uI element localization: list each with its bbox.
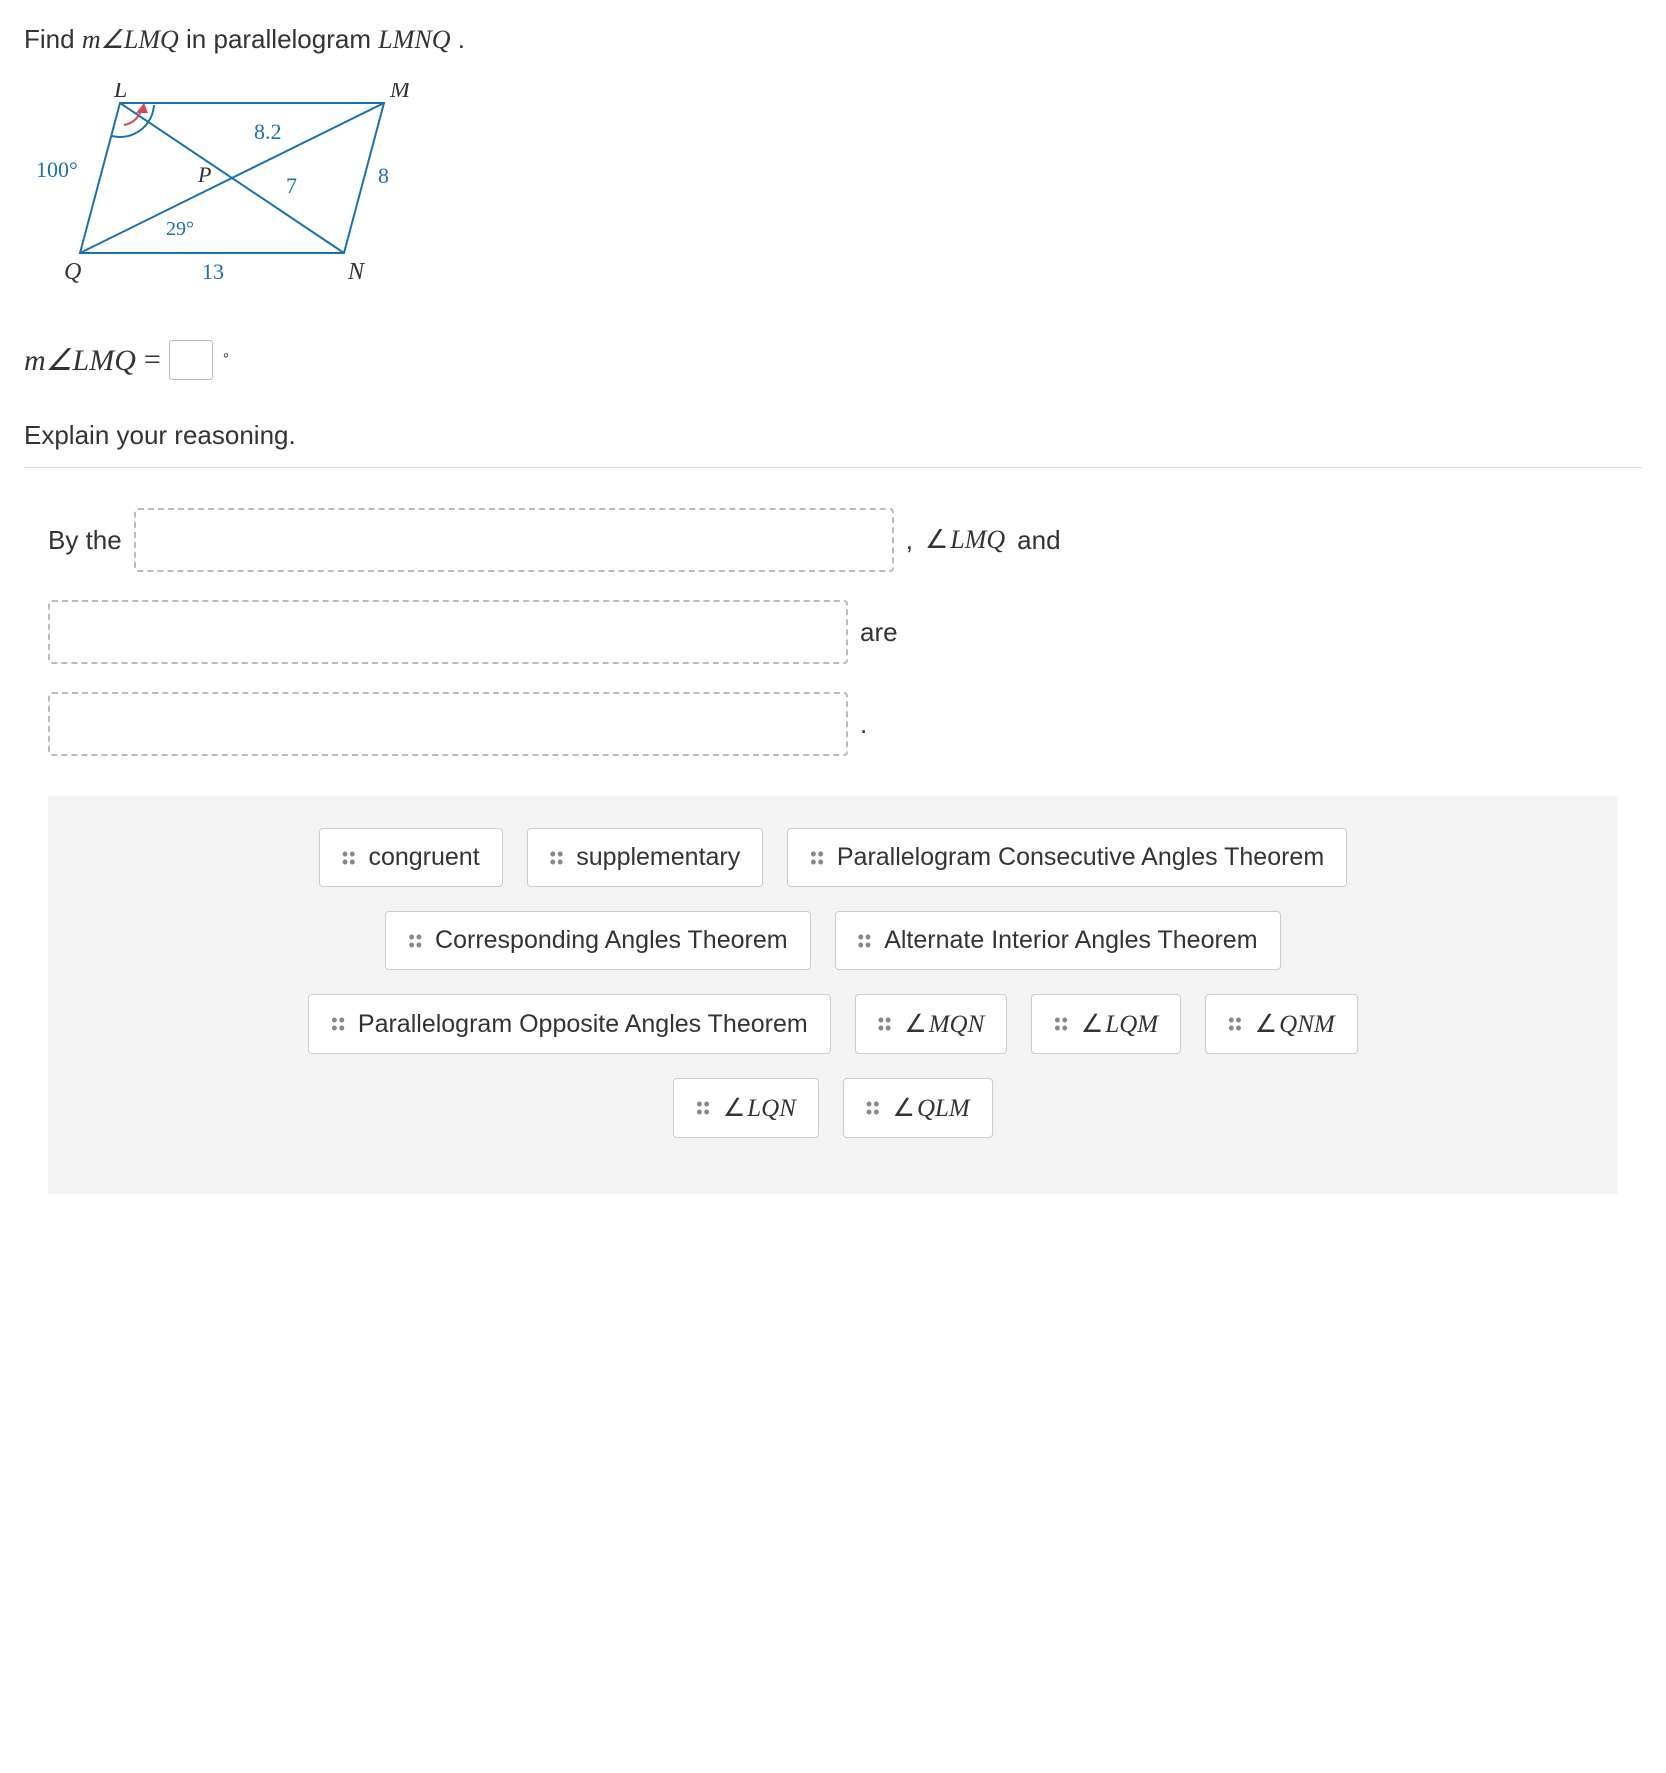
tile-label: Parallelogram Consecutive Angles Theorem	[837, 843, 1324, 872]
svg-text:N: N	[347, 259, 366, 285]
svg-text:100°: 100°	[36, 157, 78, 182]
equals-sign: =	[144, 343, 161, 377]
angle-lmq-letters: LMQ	[950, 525, 1005, 554]
explain-box: By the , ∠LMQ and are . congruent supplem…	[24, 467, 1642, 1254]
grip-icon	[866, 1100, 881, 1116]
tile[interactable]: ∠LQN	[673, 1078, 819, 1138]
grip-icon	[1228, 1016, 1243, 1032]
tile-label: ∠MQN	[904, 1009, 984, 1039]
grip-icon	[408, 933, 423, 949]
grip-icon	[858, 933, 873, 949]
question-text: Find m∠LMQ in parallelogram LMNQ .	[24, 24, 1642, 55]
text-by-the: By the	[48, 525, 122, 556]
tile[interactable]: Alternate Interior Angles Theorem	[835, 911, 1281, 970]
tile-label: congruent	[368, 843, 479, 872]
text-and: and	[1017, 525, 1060, 556]
tile-label: Parallelogram Opposite Angles Theorem	[358, 1010, 808, 1039]
answer-lhs: m∠LMQ	[24, 343, 136, 378]
degree-symbol: °	[223, 351, 229, 369]
explain-label: Explain your reasoning.	[24, 420, 1642, 451]
grip-icon	[342, 850, 357, 866]
tile[interactable]: congruent	[319, 828, 503, 887]
sentence-row-1: By the , ∠LMQ and	[48, 508, 1618, 572]
q-shape: LMNQ	[378, 25, 450, 54]
tile-label: ∠QNM	[1255, 1009, 1335, 1039]
tile[interactable]: supplementary	[527, 828, 764, 887]
svg-text:P: P	[197, 162, 211, 187]
svg-text:8.2: 8.2	[254, 119, 282, 144]
tile-label: ∠QLM	[893, 1093, 970, 1123]
tile-bank: congruent supplementary Parallelogram Cons…	[48, 796, 1618, 1194]
grip-icon	[810, 850, 825, 866]
svg-text:13: 13	[202, 259, 224, 284]
svg-text:Q: Q	[64, 259, 81, 285]
dropzone-relation[interactable]	[48, 692, 848, 756]
text-angle-lmq: ∠LMQ	[925, 525, 1005, 555]
text-comma: ,	[906, 525, 913, 556]
grip-icon	[550, 850, 565, 866]
answer-line: m∠LMQ = °	[24, 340, 1642, 380]
sentence-row-2: are	[48, 600, 1618, 664]
tile[interactable]: ∠LQM	[1031, 994, 1181, 1054]
dropzone-angle[interactable]	[48, 600, 848, 664]
grip-icon	[1054, 1016, 1069, 1032]
tile[interactable]: ∠MQN	[855, 994, 1008, 1054]
tile-row: Corresponding Angles Theorem Alternate In…	[72, 911, 1594, 970]
q-middle: in parallelogram	[179, 24, 378, 54]
dropzone-theorem[interactable]	[134, 508, 894, 572]
q-prefix: Find	[24, 24, 82, 54]
svg-text:7: 7	[286, 173, 297, 198]
svg-text:L: L	[113, 83, 127, 103]
grip-icon	[878, 1016, 893, 1032]
answer-input[interactable]	[169, 340, 213, 380]
tile[interactable]: Parallelogram Opposite Angles Theorem	[308, 994, 830, 1054]
svg-text:29°: 29°	[166, 218, 194, 240]
svg-text:8: 8	[378, 163, 389, 188]
sentence-row-3: .	[48, 692, 1618, 756]
tile-row: congruent supplementary Parallelogram Cons…	[72, 828, 1594, 887]
tile-label: supplementary	[576, 843, 740, 872]
grip-icon	[696, 1100, 711, 1116]
tile-label: ∠LQM	[1081, 1009, 1158, 1039]
parallelogram-diagram: L M N Q P 8.2 7 8 13 29° 100°	[24, 83, 1642, 300]
text-are: are	[860, 617, 898, 648]
tile-label: Alternate Interior Angles Theorem	[884, 926, 1257, 955]
tile[interactable]: Parallelogram Consecutive Angles Theorem	[787, 828, 1347, 887]
tile[interactable]: ∠QLM	[843, 1078, 993, 1138]
grip-icon	[331, 1016, 346, 1032]
text-period: .	[860, 709, 867, 740]
tile-label: Corresponding Angles Theorem	[435, 926, 788, 955]
q-angle: m∠LMQ	[82, 25, 179, 54]
tile[interactable]: ∠QNM	[1205, 994, 1358, 1054]
q-suffix: .	[450, 24, 464, 54]
svg-text:M: M	[389, 83, 412, 103]
tile[interactable]: Corresponding Angles Theorem	[385, 911, 810, 970]
tile-row: ∠LQN ∠QLM	[72, 1078, 1594, 1138]
tile-row: Parallelogram Opposite Angles Theorem ∠MQ…	[72, 994, 1594, 1054]
tile-label: ∠LQN	[723, 1093, 796, 1123]
